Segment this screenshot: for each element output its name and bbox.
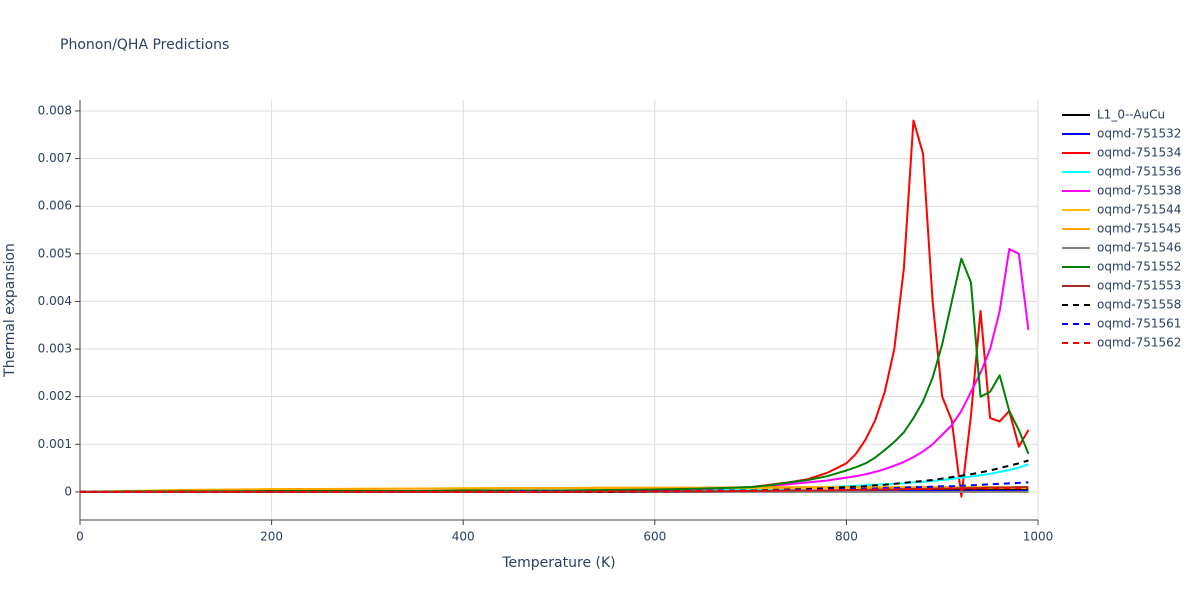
legend-label: oqmd-751553 [1097,279,1181,293]
legend-label: oqmd-751561 [1097,317,1181,331]
legend-label: L1_0--AuCu [1097,108,1165,122]
legend-label: oqmd-751536 [1097,165,1181,179]
y-tick-label: 0.003 [38,342,72,356]
y-tick-label: 0.005 [38,246,72,260]
legend-label: oqmd-751546 [1097,241,1181,255]
legend-label: oqmd-751558 [1097,298,1181,312]
x-tick-label: 800 [835,530,858,544]
legend-label: oqmd-751562 [1097,336,1181,350]
legend-label: oqmd-751544 [1097,203,1181,217]
legend-label: oqmd-751552 [1097,260,1181,274]
y-axis-title: Thermal expansion [2,243,18,378]
x-axis-title: Temperature (K) [501,555,615,571]
legend-label: oqmd-751545 [1097,222,1181,236]
legend-label: oqmd-751532 [1097,127,1181,141]
x-tick-label: 1000 [1023,530,1054,544]
x-tick-label: 400 [452,530,475,544]
y-tick-label: 0.008 [38,103,72,117]
x-tick-label: 600 [643,530,666,544]
y-tick-label: 0.006 [38,199,72,213]
chart-title: Phonon/QHA Predictions [60,37,229,53]
x-tick-label: 0 [76,530,84,544]
line-series [80,486,1029,493]
legend-label: oqmd-751538 [1097,184,1181,198]
y-tick-label: 0.004 [38,294,72,308]
y-tick-label: 0.001 [38,437,72,451]
y-tick-label: 0.002 [38,389,72,403]
legend-label: oqmd-751534 [1097,146,1181,160]
x-tick-label: 200 [260,530,283,544]
y-tick-label: 0 [64,484,72,498]
y-tick-label: 0.007 [38,151,72,165]
